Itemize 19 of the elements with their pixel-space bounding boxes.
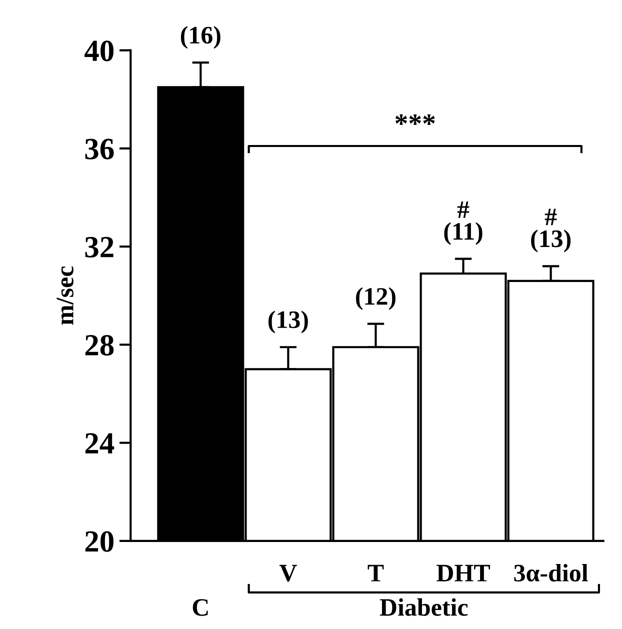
y-tick-label: 28 bbox=[85, 334, 114, 356]
x-tick-label: T bbox=[368, 564, 384, 582]
annotation: (16) bbox=[180, 26, 220, 49]
x-tick-label: DHT bbox=[436, 564, 490, 582]
y-tick-label: 20 bbox=[85, 531, 114, 552]
text: Diabetic bbox=[380, 598, 468, 616]
annotation: (12) bbox=[356, 287, 396, 310]
y-tick-label: 40 bbox=[84, 40, 114, 62]
y-tick-label: 36 bbox=[85, 138, 114, 160]
annotation: *** bbox=[395, 114, 435, 125]
y-tick-label: 24 bbox=[85, 433, 114, 454]
annotation: # (11) bbox=[444, 201, 482, 245]
x-tick-label: V bbox=[279, 564, 297, 582]
x-tick-label: 3α-diol bbox=[514, 564, 588, 582]
annotation: (13) bbox=[268, 310, 308, 334]
x-tick-label: C bbox=[192, 599, 208, 616]
y-tick-label: 32 bbox=[85, 236, 114, 258]
y-axis-title: m/sec bbox=[56, 266, 74, 325]
annotation: # (13) bbox=[531, 208, 571, 252]
